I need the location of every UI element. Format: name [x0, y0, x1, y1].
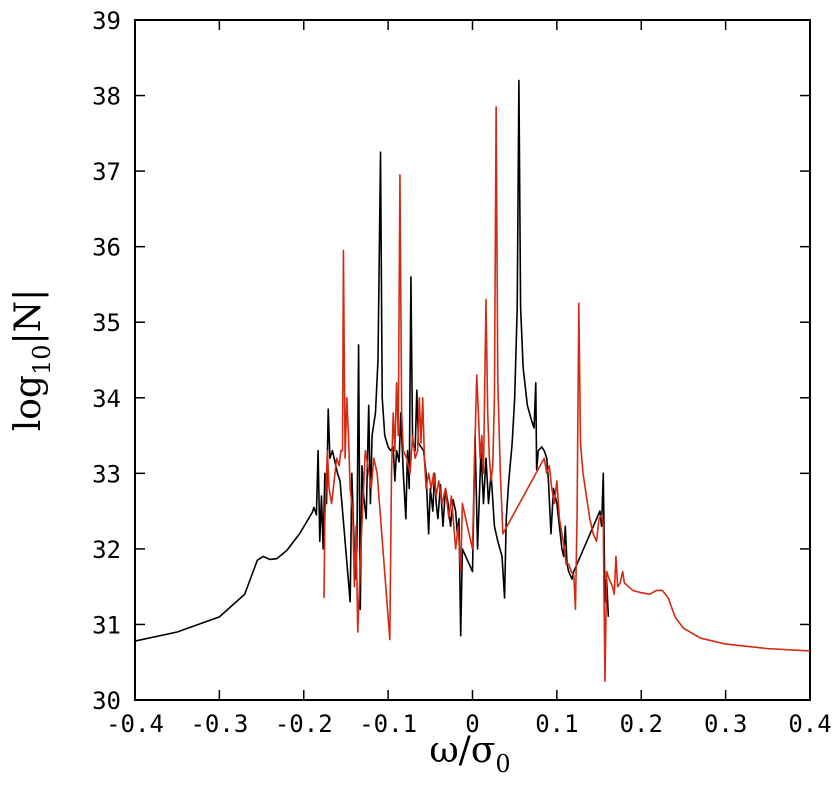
y-axis-title-prefix: log: [8, 375, 49, 431]
y-tick-label: 32: [92, 536, 121, 564]
x-axis-title-text: ω/σ: [429, 730, 495, 771]
x-tick-label: -0.3: [190, 710, 248, 738]
y-axis-title-suffix: |N|: [8, 289, 49, 345]
x-tick-label: -0.2: [275, 710, 333, 738]
y-tick-label: 35: [92, 309, 121, 337]
x-tick-label: 0.4: [788, 710, 831, 738]
plot-area: [134, 19, 811, 701]
y-axis-title-subscript: 10: [28, 344, 56, 375]
plot-frame: [134, 19, 811, 701]
y-tick-label: 39: [92, 7, 121, 35]
x-tick-label: 0: [465, 710, 479, 738]
y-tick-label: 37: [92, 158, 121, 186]
y-axis-title: log10|N|: [8, 289, 56, 432]
x-axis-title: ω/σ0: [429, 730, 510, 778]
y-tick-label: 34: [92, 385, 121, 413]
x-tick-label: 0.1: [535, 710, 578, 738]
x-tick-label: 0.3: [704, 710, 747, 738]
x-axis-title-subscript: 0: [495, 750, 510, 778]
series-layer: [134, 79, 811, 682]
y-tick-label: 30: [92, 687, 121, 715]
x-tick-label: -0.1: [359, 710, 417, 738]
y-tick-label: 31: [92, 611, 121, 639]
y-tick-label: 33: [92, 460, 121, 488]
y-tick-label: 36: [92, 234, 121, 262]
y-tick-label: 38: [92, 83, 121, 111]
y-axis-ticks: 30 31 32 33 34 35 36 37 38 39: [92, 7, 810, 715]
x-axis-ticks: -0.4 -0.3 -0.2 -0.1 0 0.1 0.2 0.3 0.4: [106, 20, 832, 738]
x-tick-label: 0.2: [620, 710, 663, 738]
series-line-1: [134, 79, 610, 642]
x-tick-label: -0.4: [106, 710, 164, 738]
series-line-2: [323, 106, 811, 682]
